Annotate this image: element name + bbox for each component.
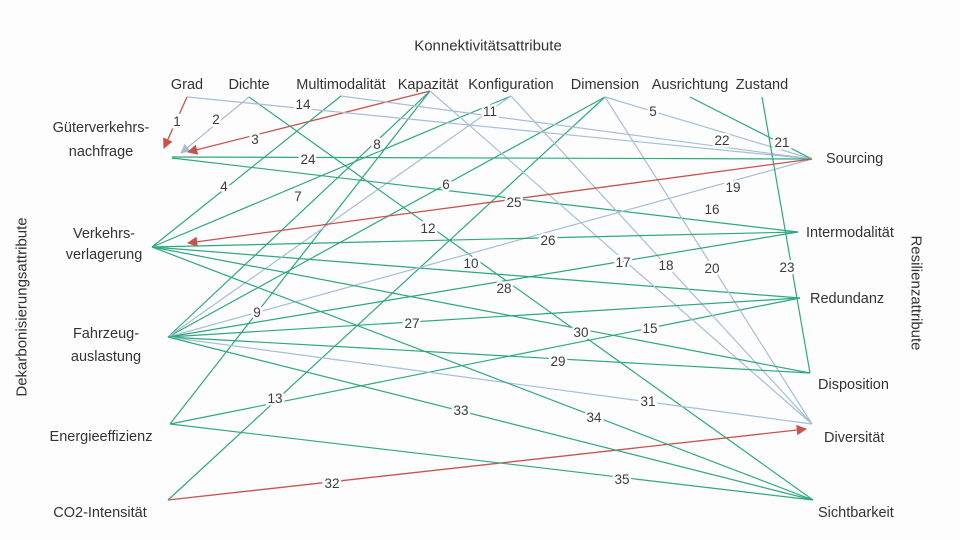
- edge-line-7: [151, 95, 512, 248]
- edge-line-18: [510, 95, 813, 425]
- edge-label-29: 29: [550, 354, 565, 369]
- edge-line-17: [429, 90, 813, 425]
- edge-line-15: [169, 297, 801, 425]
- edge-label-32: 32: [324, 476, 339, 491]
- edge-line-23: [761, 96, 811, 374]
- edge-label-13: 13: [267, 391, 282, 406]
- edge-line-19: [167, 158, 813, 338]
- edge-line-16: [171, 157, 799, 233]
- edge-line-1: [163, 96, 188, 149]
- edge-line-14: [186, 96, 813, 160]
- node-label-energieeffizienz: Energieeffizienz: [50, 429, 153, 445]
- edge-line-26: [151, 231, 799, 248]
- edge-line-30: [151, 246, 811, 374]
- edge-label-5: 5: [649, 104, 657, 119]
- node-label-konfiguration: Konfiguration: [468, 77, 553, 93]
- edge-label-2: 2: [212, 112, 220, 127]
- node-label-ausrichtung: Ausrichtung: [652, 77, 729, 93]
- node-label-fahrzeugauslastung: Fahrzeug-auslastung: [71, 326, 141, 365]
- edge-label-25: 25: [506, 195, 521, 210]
- edge-label-14: 14: [295, 97, 311, 112]
- edge-label-26: 26: [540, 233, 555, 248]
- edge-line-4: [151, 95, 342, 248]
- edge-label-9: 9: [253, 305, 261, 320]
- edge-line-5: [604, 96, 813, 160]
- edge-label-33: 33: [453, 403, 468, 418]
- edge-label-15: 15: [642, 321, 657, 336]
- edge-label-35: 35: [614, 472, 629, 487]
- edge-line-32: [167, 424, 808, 501]
- edge-line-8: [167, 90, 431, 338]
- node-label-grad: Grad: [171, 77, 203, 93]
- edge-label-11: 11: [483, 104, 497, 119]
- edge-line-27: [167, 297, 801, 338]
- edge-line-9: [169, 90, 431, 425]
- edge-line-2: [180, 96, 250, 154]
- edge-line-25: [186, 158, 813, 247]
- edge-label-3: 3: [251, 132, 259, 147]
- node-label-diversitaet: Diversität: [824, 430, 884, 446]
- node-label-redundanz: Redundanz: [810, 291, 884, 307]
- edge-label-8: 8: [373, 137, 381, 152]
- node-label-intermodalitaet: Intermodalität: [806, 225, 894, 241]
- edge-label-28: 28: [496, 281, 511, 296]
- edge-line-11: [167, 95, 512, 338]
- edge-label-27: 27: [404, 316, 419, 331]
- node-label-disposition: Disposition: [818, 377, 889, 393]
- edge-line-34: [151, 246, 814, 501]
- top-axis-title: Konnektivitätsattribute: [414, 37, 562, 55]
- edge-line-20: [604, 96, 813, 425]
- edge-label-7: 7: [294, 189, 302, 204]
- edge-label-4: 4: [220, 179, 228, 194]
- node-label-multimodalitaet: Multimodalität: [296, 77, 385, 93]
- edge-line-33: [167, 336, 814, 501]
- node-label-kapazitaet: Kapazität: [398, 77, 458, 93]
- node-label-sourcing: Sourcing: [826, 151, 883, 167]
- edge-line-29: [167, 336, 811, 374]
- edge-label-30: 30: [573, 325, 588, 340]
- edge-label-34: 34: [586, 410, 602, 425]
- edge-line-35: [169, 423, 814, 501]
- edge-label-17: 17: [615, 255, 630, 270]
- edge-label-6: 6: [442, 177, 450, 192]
- edge-line-21: [689, 96, 813, 160]
- edge-label-23: 23: [779, 260, 794, 275]
- edge-label-16: 16: [704, 202, 719, 217]
- node-label-zustand: Zustand: [736, 77, 788, 93]
- node-label-sichtbarkeit: Sichtbarkeit: [818, 505, 894, 521]
- edge-line-28: [167, 231, 799, 338]
- edge-label-1: 1: [173, 114, 181, 129]
- edge-line-10: [151, 246, 801, 299]
- edge-line-22: [340, 95, 813, 160]
- edge-line-24: [171, 156, 813, 160]
- edge-label-19: 19: [725, 180, 740, 195]
- node-label-verkehrsverlagerung: Verkehrs-verlagerung: [66, 226, 143, 263]
- edge-line-31: [167, 336, 813, 425]
- edge-line-12: [248, 96, 814, 501]
- node-label-dichte: Dichte: [228, 77, 269, 93]
- edge-label-12: 12: [420, 221, 435, 236]
- edge-label-10: 10: [463, 256, 478, 271]
- edge-label-21: 21: [774, 135, 789, 150]
- edge-label-31: 31: [640, 394, 655, 409]
- edge-line-6: [167, 96, 606, 338]
- node-label-dimension: Dimension: [571, 77, 640, 93]
- node-label-gueterverkehrsnachfrage: Güterverkehrs-nachfrage: [53, 120, 150, 160]
- edge-label-18: 18: [658, 258, 673, 273]
- edge-label-24: 24: [300, 152, 316, 167]
- edge-label-22: 22: [714, 133, 729, 148]
- edge-label-20: 20: [704, 261, 719, 276]
- node-label-co2intensitaet: CO2-Intensität: [53, 505, 147, 521]
